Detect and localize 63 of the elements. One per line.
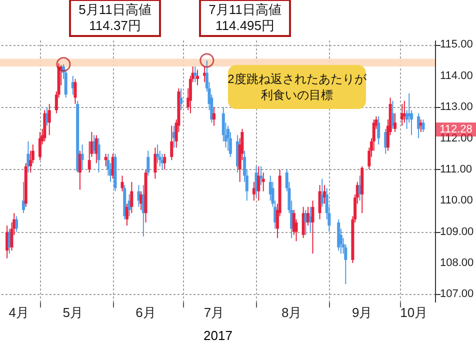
candlestick [80,144,84,170]
x-axis-title: 2017 [204,328,232,341]
candlestick [360,166,364,214]
x-tick-label: 7月 [204,305,224,320]
x-tick-label: 9月 [352,305,372,320]
candlestick [24,162,28,208]
candlestick [304,209,308,236]
y-tick-label: 107.00 [440,288,474,300]
candlestick [97,138,100,174]
candlestick [74,78,77,104]
candlestick [120,175,124,192]
candlestick [257,166,260,202]
candlestick [46,106,49,126]
candlestick [212,106,216,126]
candlestick [156,144,160,164]
candlestick [114,153,117,192]
candlestick [125,203,128,226]
y-tick-label: 110.00 [440,194,473,207]
candlestick [417,112,420,139]
x-tick-label: 8月 [281,305,302,320]
candlestick [154,147,157,180]
candlestick [43,110,46,142]
candlestick [104,153,108,167]
candlestick [76,100,80,174]
candlestick [137,184,140,208]
candlestick [130,181,134,214]
candlestick [377,116,380,145]
candlestick [306,206,310,226]
candlestick [14,216,18,232]
candlestick [260,166,262,186]
candlestick [6,225,9,259]
candlestick [26,140,30,174]
candlestick [163,153,166,170]
candlestick [180,88,183,111]
candlestick [48,103,51,136]
candlestick [262,172,265,192]
candlestick [92,134,96,154]
x-tick-label: 4月 [8,305,29,320]
candlestick [252,181,256,202]
x-tick-label: 10月 [400,305,428,320]
candlestick [38,132,42,161]
candlestick [236,134,239,174]
y-tick-label: 115.00 [440,38,473,51]
y-tick-label: 108.00 [440,257,474,270]
candlestick [146,150,150,176]
candlestick [302,206,305,239]
candlestick [391,100,394,130]
candlestick [123,184,126,220]
x-tick-label: 5月 [62,305,84,320]
candlestick [194,66,197,83]
x-tick-label: 6月 [136,305,156,320]
y-tick-label: 111.00 [440,163,472,176]
candlestick [337,218,340,252]
candlestick [22,181,26,214]
annotation: 7月11日高値 114.495円 [208,2,282,33]
candlestick [170,125,174,161]
y-tick-label: 113.00 [440,101,473,114]
candlestick [144,168,148,223]
annotation: 5月11日高値 114.37円 [78,2,152,33]
candlestick [78,150,82,190]
candlestick [140,190,143,210]
y-tick-label: 114.00 [440,70,473,82]
y-tick-label: 109.00 [440,226,474,238]
